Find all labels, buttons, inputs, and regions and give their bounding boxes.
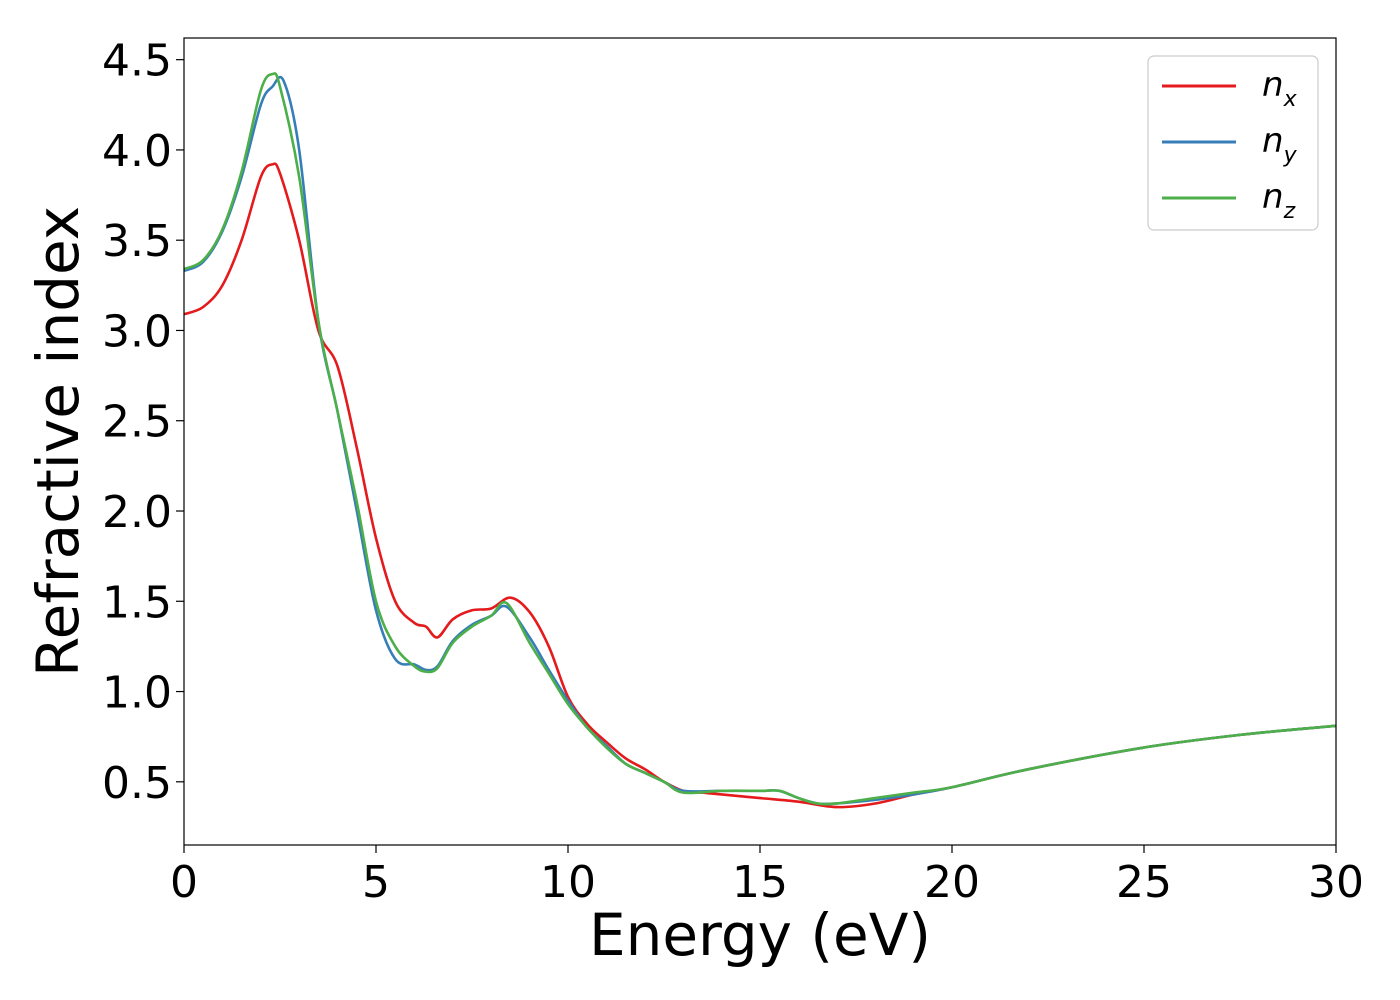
y-tick-label: 2.5 bbox=[102, 397, 172, 448]
legend-label-subscript: x bbox=[1283, 87, 1298, 112]
y-tick-label: 3.5 bbox=[102, 216, 172, 267]
series-layer bbox=[184, 72, 1336, 809]
legend-label-x: nx bbox=[1262, 65, 1298, 112]
x-tick-label: 5 bbox=[362, 857, 390, 908]
legend-label-base: n bbox=[1262, 177, 1284, 217]
plot-background bbox=[184, 38, 1336, 845]
x-tick-label: 15 bbox=[732, 857, 788, 908]
legend-label-subscript: y bbox=[1283, 143, 1298, 168]
y-tick-label: 1.0 bbox=[102, 668, 172, 719]
legend-label-z: nz bbox=[1262, 177, 1296, 224]
x-tick-label: 0 bbox=[170, 857, 198, 908]
x-tick-label: 10 bbox=[540, 857, 596, 908]
plot-area bbox=[184, 38, 1336, 845]
y-axis: 0.5 1.0 1.5 2.0 2.5 3.0 3.5 4.0 4.5 bbox=[102, 36, 184, 809]
y-tick-label: 2.0 bbox=[102, 487, 172, 538]
x-tick-label: 20 bbox=[924, 857, 980, 908]
x-axis: 0 5 10 15 20 25 30 bbox=[170, 845, 1364, 908]
legend-label-y: ny bbox=[1262, 121, 1298, 168]
y-tick-label: 0.5 bbox=[102, 758, 172, 809]
y-axis-title: Refractive index bbox=[24, 206, 92, 677]
legend-label-base: n bbox=[1262, 121, 1284, 161]
y-tick-label: 3.0 bbox=[102, 306, 172, 357]
y-tick-label: 4.5 bbox=[102, 36, 172, 87]
x-tick-label: 30 bbox=[1308, 857, 1364, 908]
series-line-x bbox=[184, 162, 1336, 809]
legend-label-base: n bbox=[1262, 65, 1284, 105]
x-axis-title: Energy (eV) bbox=[589, 901, 931, 969]
y-tick-label: 4.0 bbox=[102, 126, 172, 177]
x-tick-label: 25 bbox=[1116, 857, 1172, 908]
y-tick-label: 1.5 bbox=[102, 577, 172, 628]
series-line-z bbox=[184, 72, 1336, 806]
legend-label-subscript: z bbox=[1283, 199, 1296, 224]
